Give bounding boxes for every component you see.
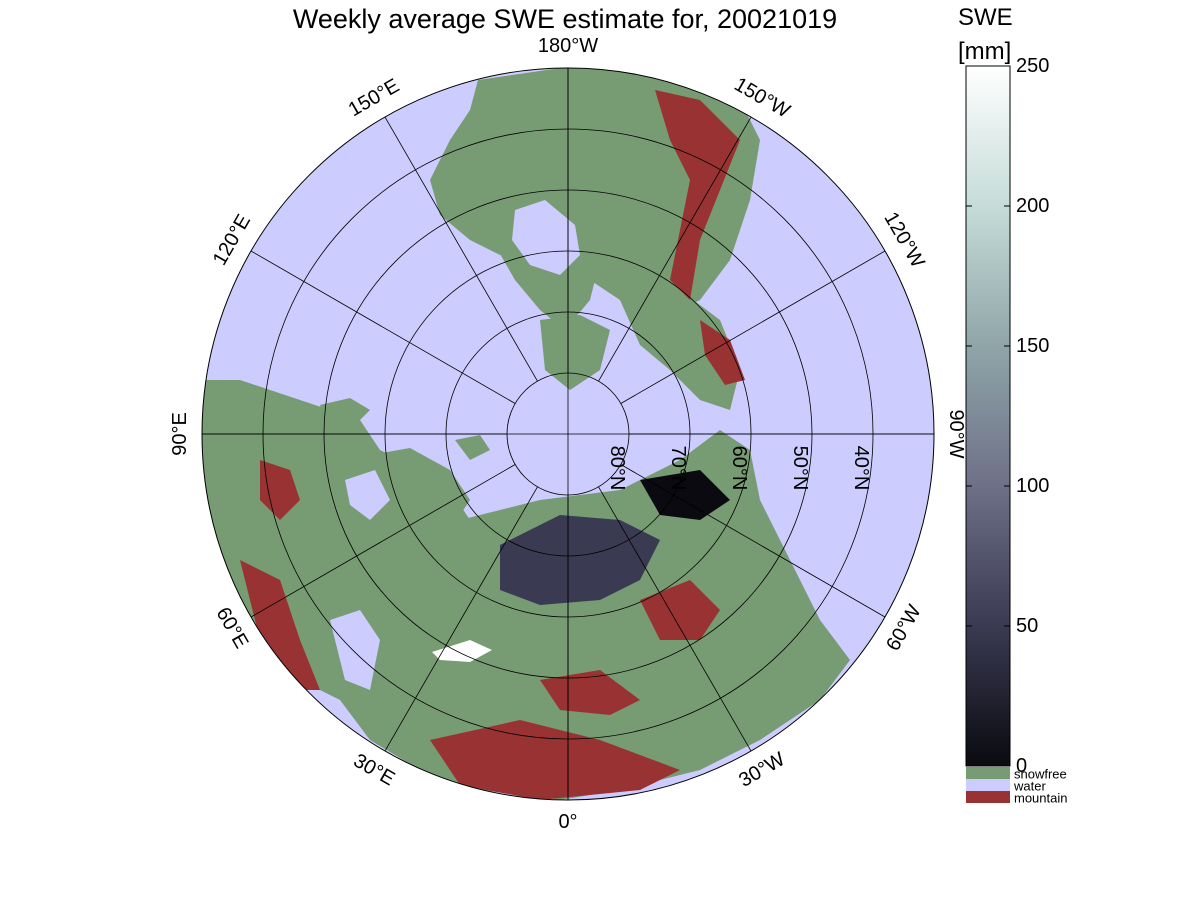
meridian-line — [250, 250, 516, 404]
colorbar-title: SWE — [958, 4, 1013, 31]
meridian-line — [620, 250, 886, 404]
colorbar-tick-label: 200 — [1016, 195, 1049, 217]
longitude-label: 60°E — [212, 604, 253, 653]
colorbar-tick-label: 100 — [1016, 475, 1049, 497]
legend-label-snowfree: snowfree — [1014, 767, 1067, 782]
scandinavian-mountains — [260, 460, 300, 520]
central-asia-mountains — [540, 670, 640, 715]
meridian-line — [598, 486, 752, 752]
colorbar-tick-label: 50 — [1016, 615, 1038, 637]
scandinavia-landmass — [370, 448, 470, 530]
longitude-label: 90°W — [945, 409, 967, 458]
meridian-line — [384, 486, 538, 752]
longitude-label: 0° — [558, 811, 577, 833]
east-asia-mountains — [640, 580, 720, 640]
meridian-line — [620, 464, 886, 618]
eastern-siberia-snow — [640, 470, 730, 520]
meridian-line — [250, 464, 516, 618]
latitude-label: 40°N — [850, 446, 872, 491]
latitude-label: 80°N — [606, 446, 628, 491]
caspian-sea — [330, 610, 380, 690]
colorbar-unit: [mm] — [958, 38, 1012, 65]
graticule — [202, 68, 934, 800]
colorbar-tick-label: 250 — [1016, 55, 1049, 77]
legend-label-mountain: mountain — [1014, 791, 1067, 806]
siberia-snow-cover — [500, 515, 660, 605]
rocky-mountains — [655, 90, 740, 300]
map-border — [201, 67, 935, 801]
legend-swatch-snowfree — [966, 767, 1010, 779]
land-layer — [202, 68, 850, 800]
meridian-line — [598, 116, 752, 382]
legend-swatch-mountain — [966, 791, 1010, 803]
meridian-line — [384, 116, 538, 382]
alaska-landmass — [620, 290, 740, 410]
greenland-ice — [512, 200, 580, 275]
plateau-snow — [432, 640, 492, 662]
latitude-label: 70°N — [667, 446, 689, 491]
legend-swatch-water — [966, 779, 1010, 791]
alaska-range — [700, 320, 745, 385]
alps-mountains — [240, 560, 320, 690]
himalaya-mountains — [430, 720, 680, 800]
latitude-labels: 80°N 70°N 60°N 50°N 40°N — [606, 446, 872, 491]
longitude-label: 30°E — [350, 750, 399, 791]
iceland-landmass — [320, 398, 370, 425]
longitude-label: 90°E — [169, 412, 191, 456]
svalbard-landmass — [455, 435, 490, 460]
latitude-label: 50°N — [789, 446, 811, 491]
map-title: Weekly average SWE estimate for, 2002101… — [292, 4, 838, 34]
latitude-label: 60°N — [728, 446, 750, 491]
longitude-label: 180°W — [538, 35, 598, 57]
arctic-archipelago — [540, 315, 610, 390]
colorbar-ticks: 0 50 100 150 200 250 — [966, 55, 1049, 777]
legend-label-water: water — [1013, 779, 1046, 794]
colorbar-tick-label: 0 — [1016, 755, 1027, 777]
baltic-sea — [345, 470, 390, 520]
colorbar-tick-label: 150 — [1016, 335, 1049, 357]
colorbar-gradient — [965, 65, 1011, 767]
